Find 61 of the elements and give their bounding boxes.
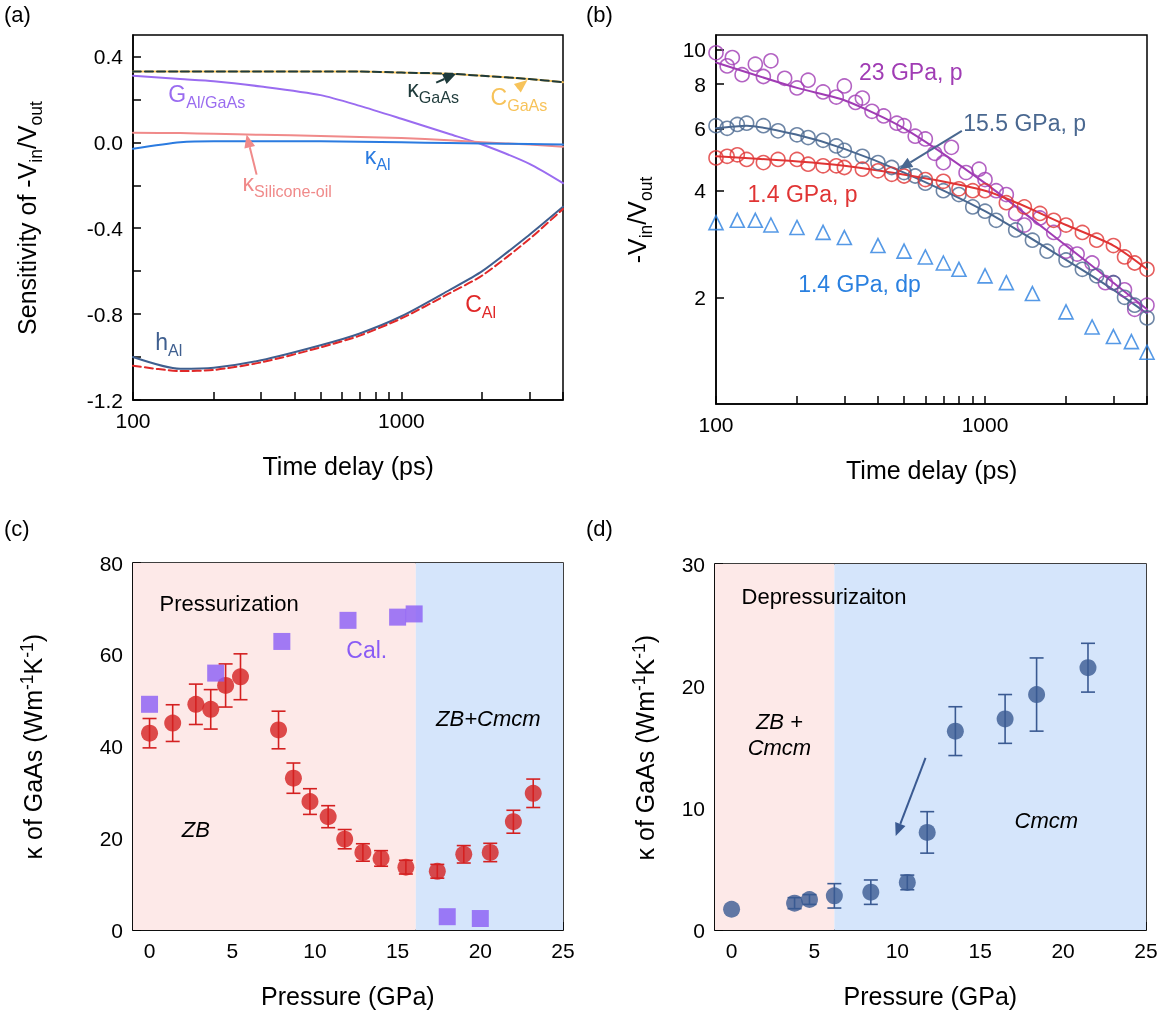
x-tick-label: 20: [1051, 939, 1075, 962]
x-tick-label: 0: [143, 939, 156, 962]
y-tick-label: 4: [694, 179, 707, 203]
x-tick-label: 10: [303, 939, 327, 962]
y-tick-label: 20: [681, 674, 705, 698]
x-tick-label: 1000: [961, 413, 1009, 436]
band-label: ZB: [181, 816, 210, 842]
x-tick-label: 5: [808, 939, 821, 962]
x-tick-label: 15: [968, 939, 992, 962]
x-axis-title: Time delay (ps): [262, 452, 434, 481]
y-tick-label: 10: [681, 796, 705, 820]
annotation: C$_{Al}$: [465, 290, 497, 322]
annotation: κ$_{Al}$: [364, 142, 391, 174]
y-tick-label: 2: [694, 285, 706, 309]
x-tick-label: 25: [1134, 939, 1158, 962]
y-tick-label: 0: [693, 918, 705, 942]
y-tick-label: 0.4: [93, 44, 124, 68]
x-axis-title: Pressure (GPa): [261, 982, 435, 1011]
chart-title: (c): [4, 516, 30, 542]
y-tick-label: 30: [681, 552, 705, 576]
x-tick-label: 5: [226, 939, 239, 962]
band-label: ZB + Cmcm: [747, 709, 812, 760]
annotation: Depressurizaiton: [741, 583, 907, 610]
y-tick-label: 40: [99, 735, 123, 758]
y-tick-label: 0: [111, 918, 123, 942]
chart-title: (a): [4, 2, 31, 28]
band-label: ZB+Cmcm: [436, 706, 541, 732]
y-tick-label: 6: [694, 116, 706, 140]
x-tick-label: 25: [551, 939, 575, 962]
y-tick-label: -1.2: [86, 388, 123, 412]
annotation: κ$_{Silicone-oil}$: [242, 170, 332, 201]
y-tick-label: 8: [694, 72, 706, 96]
y-tick-label: 80: [99, 551, 123, 575]
y-tick-label: -0.4: [86, 216, 124, 240]
band-label: Cmcm: [1014, 807, 1079, 833]
chart-title: (d): [586, 516, 613, 542]
y-tick-label: 60: [99, 643, 123, 667]
y-tick-label: -0.8: [86, 302, 123, 326]
series-label: Cal.: [346, 636, 388, 664]
y-tick-label: 0.0: [93, 130, 123, 154]
annotation: Pressurization: [159, 591, 299, 618]
annotation: G$_{Al/GaAs}$: [168, 81, 246, 113]
series-label: 1.4 GPa, p: [747, 181, 858, 209]
x-tick-label: 0: [725, 939, 738, 962]
series-label: 1.4 GPa, dp: [798, 271, 921, 299]
x-axis-title: Time delay (ps): [846, 456, 1018, 485]
chart-title: (b): [586, 2, 613, 28]
x-tick-label: 10: [885, 939, 910, 962]
annotation: h$_{Al}$: [155, 329, 183, 360]
text: 15.5 GPa, p: [963, 109, 1086, 137]
x-tick-label: 100: [698, 413, 734, 436]
y-tick-label: 20: [99, 826, 123, 850]
x-tick-label: 20: [468, 939, 492, 962]
x-tick-label: 100: [115, 409, 151, 432]
series-label: 23 GPa, p: [858, 59, 963, 87]
x-axis-title: Pressure (GPa): [843, 982, 1018, 1011]
annotation: C$_{GaAs}$: [490, 83, 548, 115]
x-tick-label: 15: [385, 939, 410, 962]
y-tick-label: 10: [682, 38, 706, 62]
x-tick-label: 1000: [378, 409, 425, 432]
annotation: κ$_{GaAs}$: [407, 76, 459, 107]
